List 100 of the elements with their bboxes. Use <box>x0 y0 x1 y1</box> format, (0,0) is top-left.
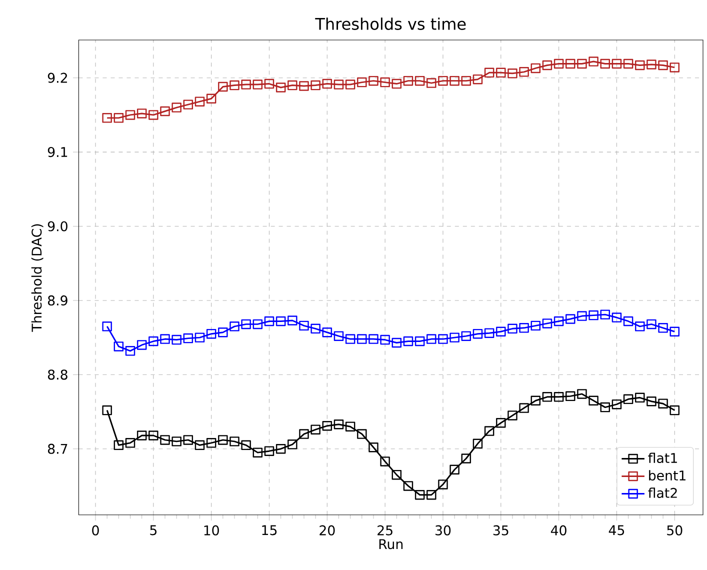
point <box>566 314 576 324</box>
point <box>218 328 228 338</box>
point <box>172 335 182 345</box>
point <box>403 336 414 346</box>
point <box>392 338 402 348</box>
legend-label: bent1 <box>649 470 686 481</box>
point <box>438 480 448 490</box>
point <box>426 78 436 88</box>
y-tick-label: 9.2 <box>48 72 67 84</box>
x-tick-label: 15 <box>262 526 277 536</box>
point <box>160 435 170 446</box>
point <box>646 60 656 70</box>
point <box>496 326 506 337</box>
point <box>612 312 622 323</box>
point <box>276 82 286 93</box>
y-tick-label: 8.9 <box>48 296 68 306</box>
point <box>612 400 622 410</box>
chart-title: Thresholds vs time <box>315 18 466 30</box>
point <box>461 454 472 464</box>
point <box>334 420 344 430</box>
point <box>136 108 147 119</box>
point <box>183 334 194 344</box>
point <box>566 59 576 69</box>
point <box>380 335 390 345</box>
point <box>102 113 112 123</box>
point <box>264 316 274 326</box>
point <box>530 321 541 331</box>
point <box>542 60 552 70</box>
point <box>241 440 251 450</box>
point <box>519 403 529 414</box>
point <box>484 426 494 436</box>
x-tick-label: 40 <box>550 525 566 536</box>
point <box>508 68 518 78</box>
point <box>252 80 263 90</box>
x-tick-label: 10 <box>204 525 219 536</box>
point <box>577 389 587 400</box>
point <box>114 342 124 352</box>
point <box>334 80 344 90</box>
point <box>288 316 298 326</box>
x-tick-label: 5 <box>150 526 156 536</box>
point <box>194 332 205 343</box>
point <box>392 79 402 89</box>
point <box>670 406 680 416</box>
point <box>368 442 378 452</box>
point <box>230 322 240 332</box>
point <box>310 80 320 90</box>
point <box>600 402 610 412</box>
point <box>623 59 634 69</box>
point <box>658 323 668 333</box>
x-axis-title: Run <box>379 539 403 550</box>
point <box>183 435 194 446</box>
point <box>403 76 414 86</box>
point <box>472 74 483 84</box>
point <box>461 76 472 86</box>
point <box>125 346 136 356</box>
point <box>345 80 356 90</box>
point <box>125 110 136 120</box>
point <box>172 102 182 113</box>
point <box>450 332 460 343</box>
point <box>322 328 332 338</box>
point <box>322 79 332 89</box>
point <box>670 326 680 337</box>
point <box>125 438 136 448</box>
point <box>241 80 251 90</box>
point <box>450 464 460 475</box>
y-tick-label: 9.0 <box>48 221 68 232</box>
point <box>252 448 263 458</box>
legend-label: flat2 <box>648 488 677 498</box>
point <box>288 440 298 450</box>
point <box>658 398 668 409</box>
point <box>530 396 541 406</box>
point <box>438 76 448 86</box>
point <box>588 396 598 406</box>
point <box>530 64 541 74</box>
point <box>577 59 587 69</box>
point <box>380 78 390 88</box>
point <box>508 324 518 334</box>
point <box>414 490 425 500</box>
point <box>276 444 286 454</box>
point <box>194 96 205 107</box>
x-tick-label: 50 <box>667 525 682 536</box>
point <box>310 324 320 334</box>
point <box>554 392 564 402</box>
point <box>322 421 332 431</box>
point <box>136 340 147 350</box>
point <box>357 334 367 344</box>
point <box>288 80 298 90</box>
point <box>612 59 622 69</box>
point <box>230 80 240 90</box>
point <box>461 331 472 342</box>
point <box>600 310 610 320</box>
x-tick-label: 30 <box>436 525 451 536</box>
point <box>148 110 158 120</box>
point <box>426 490 436 500</box>
point <box>426 334 436 344</box>
point <box>472 329 483 339</box>
point <box>600 59 610 69</box>
point <box>588 56 598 67</box>
point <box>160 106 170 116</box>
point <box>218 82 228 92</box>
